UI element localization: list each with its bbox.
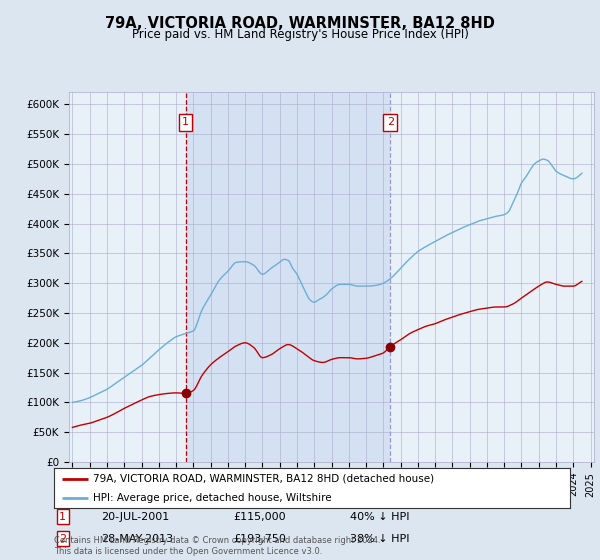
- Text: 79A, VICTORIA ROAD, WARMINSTER, BA12 8HD: 79A, VICTORIA ROAD, WARMINSTER, BA12 8HD: [105, 16, 495, 31]
- Text: 2: 2: [59, 534, 67, 544]
- Text: 1: 1: [182, 117, 189, 127]
- Text: £193,750: £193,750: [233, 534, 286, 544]
- Text: 1: 1: [59, 511, 66, 521]
- Bar: [185, 92, 390, 462]
- Text: 2: 2: [386, 117, 394, 127]
- Text: 40% ↓ HPI: 40% ↓ HPI: [350, 511, 409, 521]
- Text: 28-MAY-2013: 28-MAY-2013: [101, 534, 173, 544]
- Text: 20-JUL-2001: 20-JUL-2001: [101, 511, 170, 521]
- Text: Contains HM Land Registry data © Crown copyright and database right 2024.
This d: Contains HM Land Registry data © Crown c…: [54, 536, 380, 556]
- Text: 38% ↓ HPI: 38% ↓ HPI: [350, 534, 409, 544]
- Text: £115,000: £115,000: [233, 511, 286, 521]
- Text: Price paid vs. HM Land Registry's House Price Index (HPI): Price paid vs. HM Land Registry's House …: [131, 28, 469, 41]
- Text: HPI: Average price, detached house, Wiltshire: HPI: Average price, detached house, Wilt…: [92, 493, 331, 503]
- Text: 79A, VICTORIA ROAD, WARMINSTER, BA12 8HD (detached house): 79A, VICTORIA ROAD, WARMINSTER, BA12 8HD…: [92, 474, 434, 484]
